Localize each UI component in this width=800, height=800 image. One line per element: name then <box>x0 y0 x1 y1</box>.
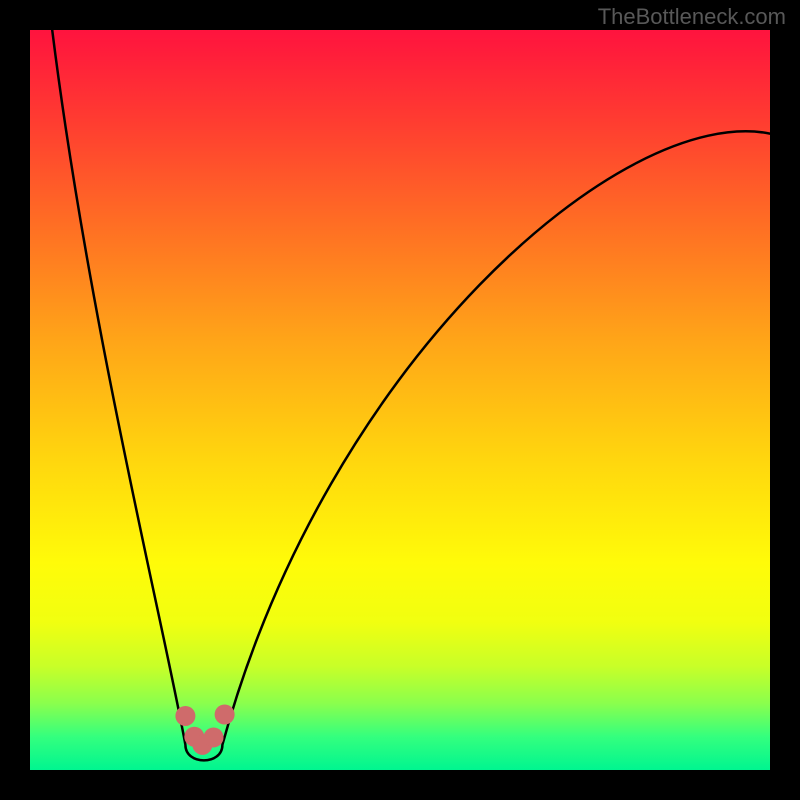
valley-dot <box>215 705 235 725</box>
valley-dot <box>204 727 224 747</box>
chart-stage: TheBottleneck.com <box>0 0 800 800</box>
gradient-background <box>30 30 770 770</box>
plot-area <box>30 30 770 770</box>
watermark-text: TheBottleneck.com <box>598 4 786 30</box>
valley-dot <box>175 706 195 726</box>
plot-svg <box>30 30 770 770</box>
